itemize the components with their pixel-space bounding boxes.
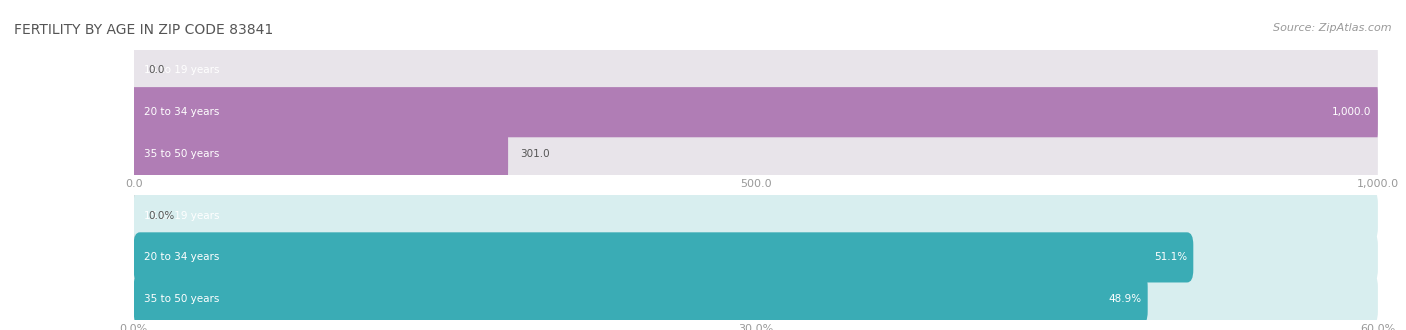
Text: 301.0: 301.0 (520, 149, 550, 159)
Text: 15 to 19 years: 15 to 19 years (143, 65, 219, 75)
Text: 20 to 34 years: 20 to 34 years (143, 107, 219, 117)
Text: 20 to 34 years: 20 to 34 years (143, 252, 219, 262)
FancyBboxPatch shape (134, 232, 1378, 282)
Text: 0.0%: 0.0% (149, 211, 174, 220)
Text: 35 to 50 years: 35 to 50 years (143, 294, 219, 304)
Text: 15 to 19 years: 15 to 19 years (143, 211, 219, 220)
FancyBboxPatch shape (134, 129, 1378, 179)
Text: FERTILITY BY AGE IN ZIP CODE 83841: FERTILITY BY AGE IN ZIP CODE 83841 (14, 23, 273, 37)
FancyBboxPatch shape (134, 129, 508, 179)
FancyBboxPatch shape (134, 87, 1378, 137)
FancyBboxPatch shape (134, 45, 1378, 95)
FancyBboxPatch shape (134, 232, 1194, 282)
Text: 51.1%: 51.1% (1154, 252, 1187, 262)
FancyBboxPatch shape (134, 274, 1147, 324)
Text: 0.0: 0.0 (149, 65, 165, 75)
Text: 35 to 50 years: 35 to 50 years (143, 149, 219, 159)
FancyBboxPatch shape (134, 190, 1378, 241)
Text: 48.9%: 48.9% (1108, 294, 1142, 304)
Text: Source: ZipAtlas.com: Source: ZipAtlas.com (1274, 23, 1392, 33)
FancyBboxPatch shape (134, 87, 1378, 137)
FancyBboxPatch shape (134, 274, 1378, 324)
Text: 1,000.0: 1,000.0 (1333, 107, 1372, 117)
